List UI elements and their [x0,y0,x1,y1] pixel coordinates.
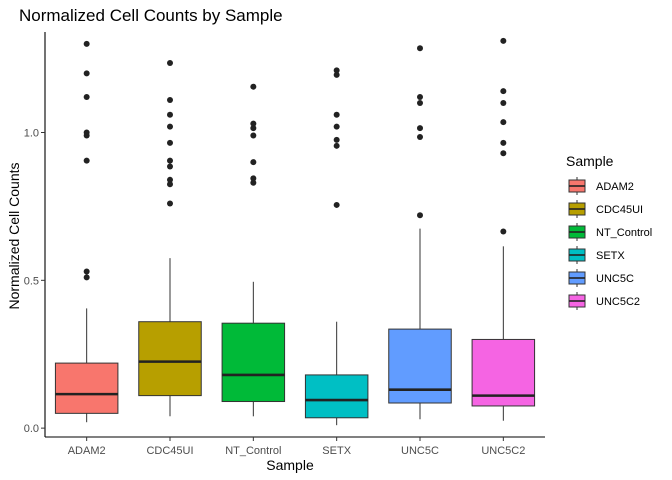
legend-label-CDC45UI: CDC45UI [596,204,643,216]
x-tick-label-UNC5C: UNC5C [401,445,439,457]
x-axis-title: Sample [266,457,314,473]
outlier-point [167,111,173,118]
box-ADAM2 [54,40,119,423]
box-rect-SETX [304,374,369,419]
outlier-point [333,136,340,143]
outlier-point [417,212,423,219]
outlier-point [500,119,507,126]
outlier-point [500,150,507,157]
outlier-point [417,94,423,101]
outlier-point [333,201,340,208]
legend-title: Sample [566,153,614,169]
outlier-point [167,139,173,146]
legend-item-CDC45UI: CDC45UI [568,200,643,218]
outlier-point [333,71,340,78]
x-tick-label-UNC5C2: UNC5C2 [481,445,525,457]
outlier-point [250,120,257,127]
outlier-point [333,123,340,130]
outlier-point [167,181,173,188]
y-axis-title: Normalized Cell Counts [6,162,22,309]
x-tick-label-NT_Control: NT_Control [225,445,281,457]
box-CDC45UI [138,60,202,417]
legend: Sample ADAM2 CDC45UI NT_Control SETX UNC5C UN… [566,153,652,310]
outlier-point [333,67,340,74]
outlier-point [500,37,507,44]
x-tick-label-CDC45UI: CDC45UI [146,445,193,457]
outlier-point [83,40,90,47]
outlier-point [167,123,173,130]
outlier-point [250,132,257,139]
outlier-point [83,157,90,164]
outlier-point [250,159,257,166]
outlier-point [333,142,340,149]
outlier-point [250,179,257,186]
outlier-point [167,200,173,207]
box-rect-UNC5C [388,328,452,404]
outlier-point [500,88,507,95]
legend-label-ADAM2: ADAM2 [596,181,634,193]
outlier-point [417,125,423,132]
outlier-point [167,60,173,67]
legend-item-ADAM2: ADAM2 [568,177,634,195]
box-NT_Control [221,83,286,417]
outlier-point [83,132,90,139]
plot-area: 0.0 0.5 1.0 ADAM2 CDC45UI NT_Control SETX UNC5C… [24,32,545,457]
legend-label-SETX: SETX [596,250,625,262]
legend-item-NT_Control: NT_Control [568,223,652,241]
outlier-point [167,176,173,183]
box-rect-CDC45UI [138,321,202,397]
outlier-point [417,133,423,140]
legend-item-SETX: SETX [568,246,625,264]
y-tick-label-0: 0.0 [24,423,39,435]
outlier-point [83,274,90,281]
box-UNC5C [388,45,452,420]
outlier-point [417,45,423,52]
box-UNC5C2 [471,37,536,421]
legend-label-NT_Control: NT_Control [596,227,652,239]
x-tick-label-ADAM2: ADAM2 [68,445,106,457]
x-tick-label-SETX: SETX [322,445,351,457]
outlier-point [500,228,507,235]
outlier-point [333,111,340,118]
y-tick-label-1: 0.5 [24,275,39,287]
outlier-point [167,163,173,170]
box-rect-NT_Control [221,322,286,403]
outlier-point [417,99,423,106]
outlier-point [83,94,90,101]
outlier-point [250,175,257,182]
box-SETX [304,67,369,426]
box-rect-ADAM2 [54,362,119,414]
outlier-point [500,99,507,106]
legend-label-UNC5C: UNC5C [596,273,634,285]
y-tick-label-2: 1.0 [24,128,39,140]
legend-label-UNC5C2: UNC5C2 [596,296,640,308]
outlier-point [167,96,173,103]
legend-item-UNC5C: UNC5C [568,269,634,287]
outlier-point [250,125,257,132]
outlier-point [250,83,257,90]
outlier-point [167,157,173,164]
outlier-point [83,70,90,77]
outlier-point [83,268,90,275]
chart-title: Normalized Cell Counts by Sample [19,6,283,25]
outlier-point [500,139,507,146]
legend-item-UNC5C2: UNC5C2 [568,292,640,310]
